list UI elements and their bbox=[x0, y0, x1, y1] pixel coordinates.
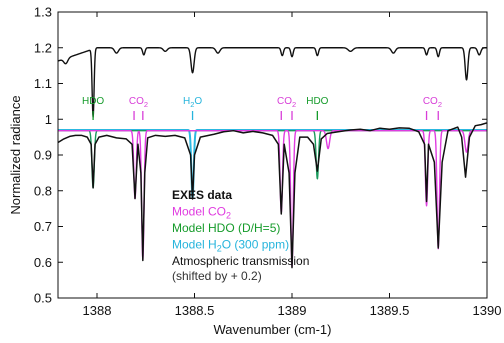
line-label-hdo: HDO bbox=[306, 96, 328, 107]
y-tick-label: 0.9 bbox=[34, 148, 52, 163]
x-tick-label: 1388 bbox=[83, 303, 112, 318]
legend-entry-exes: EXES data bbox=[172, 188, 232, 202]
x-tick-label: 1389 bbox=[278, 303, 307, 318]
line-label-co2: CO2 bbox=[277, 96, 296, 109]
x-axis-title: Wavenumber (cm-1) bbox=[214, 322, 332, 337]
line-label-co2: CO2 bbox=[129, 96, 148, 109]
y-tick-label: 0.8 bbox=[34, 183, 52, 198]
legend-entry-h2o: Model H2O (300 ppm) bbox=[172, 238, 289, 254]
series-layer bbox=[58, 47, 487, 269]
y-axis-title: Normalized radiance bbox=[8, 95, 23, 214]
y-tick-label: 1.1 bbox=[34, 76, 52, 91]
y-tick-label: 1.2 bbox=[34, 40, 52, 55]
y-tick-label: 0.7 bbox=[34, 219, 52, 234]
x-tick-label: 1388.5 bbox=[175, 303, 215, 318]
y-tick-label: 0.6 bbox=[34, 255, 52, 270]
series-line-exes-data bbox=[58, 122, 487, 269]
line-label-hdo: HDO bbox=[82, 96, 104, 107]
line-label-h2o: H2O bbox=[183, 96, 202, 109]
legend-entry-co2: Model CO2 bbox=[172, 205, 231, 221]
legend-entry-hdo: Model HDO (D/H=5) bbox=[172, 221, 280, 235]
line-labels: HDO CO2 H2O CO2 HDO CO2 bbox=[82, 96, 442, 120]
series-line-atmospheric-transmission bbox=[58, 47, 487, 118]
legend-entry-atm: Atmospheric transmission bbox=[172, 254, 309, 268]
line-label-co2: CO2 bbox=[423, 96, 442, 109]
y-tick-label: 1 bbox=[45, 112, 52, 127]
axis-ticks: 1388 1388.5 1389 1389.5 1390 0.5 0.6 0.7 0.8 0.9 1… bbox=[34, 5, 502, 319]
legend-entry-atm_note: (shifted by + 0.2) bbox=[172, 269, 262, 283]
y-tick-label: 1.3 bbox=[34, 5, 52, 20]
x-tick-label: 1389.5 bbox=[370, 303, 410, 318]
y-tick-label: 0.5 bbox=[34, 291, 52, 306]
x-tick-label: 1390 bbox=[473, 303, 502, 318]
